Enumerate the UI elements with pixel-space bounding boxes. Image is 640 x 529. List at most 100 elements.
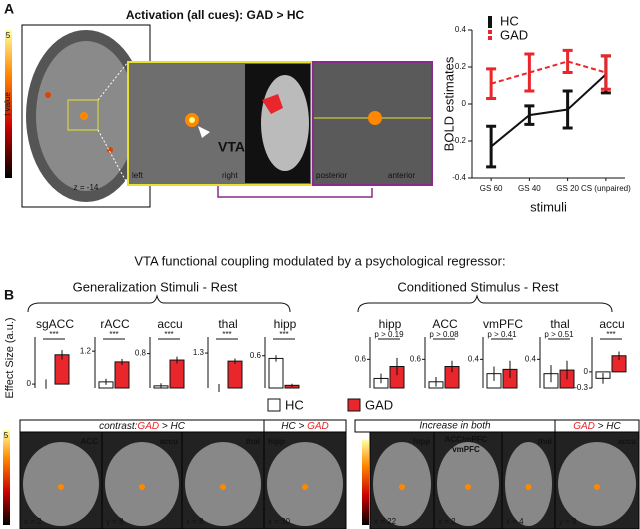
group-header: Generalization Stimuli - Rest: [73, 279, 238, 294]
legend-label: HC: [500, 13, 519, 28]
arrow: [198, 126, 210, 138]
zoom-box: [67, 99, 99, 131]
y-tick-label: 0.2: [455, 62, 467, 71]
activation: [368, 111, 382, 125]
region-label: ACC: [81, 437, 99, 446]
significance: ***: [49, 330, 58, 339]
right-label: right: [222, 171, 238, 180]
activation: [465, 484, 471, 490]
y-axis-label: BOLD estimates: [441, 56, 456, 151]
vta-label: VTA: [218, 139, 245, 155]
slice-label: x = 2: [24, 517, 42, 526]
left-label: left: [132, 171, 143, 180]
chart-title: accu: [157, 317, 182, 331]
activation: [220, 484, 226, 490]
y-axis-label: Effect Size (a.u.): [4, 317, 16, 398]
colorbar-min: 0: [6, 167, 11, 176]
significance: p > 0.08: [429, 330, 459, 339]
activation: [302, 484, 308, 490]
posterior-label: posterior: [316, 171, 347, 180]
significance: ***: [279, 330, 288, 339]
plots: -0.4 -0.2 0 0.2 0.4 GS 60 GS 40 GS 20 CS (unpair…: [27, 13, 632, 412]
atlas-section: [261, 75, 309, 171]
error-bar: [486, 67, 497, 100]
legend-label: GAD: [500, 27, 528, 42]
chart-title: vmPFC: [483, 317, 523, 331]
region-label: thal: [538, 437, 552, 446]
panel-title: Activation (all cues): GAD > HC: [126, 8, 305, 22]
y-tick-label: 1.3: [193, 348, 205, 357]
legend-swatch: [267, 398, 281, 412]
colorbar-label: t value: [3, 92, 12, 116]
caption: Increase in both: [419, 421, 491, 432]
brace: [27, 294, 291, 313]
slice-label: x = 22: [374, 517, 397, 526]
colorbar-min: 0: [4, 515, 9, 524]
y-tick-label: 0.6: [355, 354, 367, 363]
colorbar-max: 5: [4, 431, 9, 440]
activation: [139, 484, 145, 490]
chart-title: ACC: [432, 317, 458, 331]
atlas-vta: [262, 94, 283, 114]
colorbar-max: 5: [6, 31, 11, 40]
significance: p > 0.51: [544, 330, 574, 339]
colorbar: [5, 30, 12, 178]
activation: [525, 484, 532, 490]
region-label: hipp: [413, 437, 430, 446]
bar: [114, 361, 130, 389]
chart-title: thal: [218, 317, 237, 331]
activation: [45, 92, 51, 98]
brace: [357, 294, 613, 313]
region-label: ACC/mPFC: [445, 435, 488, 444]
error-bar: [486, 124, 497, 169]
bar: [169, 359, 185, 389]
y-tick-label: 0: [584, 367, 589, 376]
significance: ***: [164, 330, 173, 339]
panel-label: B: [4, 287, 14, 303]
y-tick-label: 0.8: [135, 349, 147, 358]
slice-label: x = 8: [186, 517, 204, 526]
zoom-line: [97, 129, 129, 186]
activation: [189, 117, 195, 123]
region-label: accu: [160, 437, 178, 446]
group-header: Conditioned Stimulus - Rest: [397, 279, 559, 294]
x-tick-label: GS 60: [480, 184, 503, 193]
chart-title: sgACC: [36, 317, 74, 331]
significance: ***: [109, 330, 118, 339]
y-tick-label: 0.6: [250, 351, 262, 360]
region-label: vmPFC: [452, 445, 480, 454]
y-tick-label: 0: [27, 379, 32, 388]
slice-label: x = 2: [438, 517, 456, 526]
zoom-line: [97, 61, 129, 101]
chart-title: thal: [550, 317, 569, 331]
error-bar: [562, 48, 573, 75]
colorbar: [3, 430, 10, 525]
anterior-label: anterior: [388, 171, 415, 180]
y-tick-label: 1.2: [80, 346, 92, 355]
region-label: accu: [618, 437, 636, 446]
series-line: [490, 73, 607, 148]
y-tick-label: 0.6: [410, 354, 422, 363]
slice-label: y = 8: [106, 517, 124, 526]
region-label: thal: [246, 437, 260, 446]
slice-label: y = 9: [559, 517, 577, 526]
connector: [217, 186, 373, 198]
legend-swatch: [347, 398, 361, 412]
activation: [80, 112, 88, 120]
error-bar: [524, 104, 535, 126]
slice-label: x = 4: [506, 517, 524, 526]
y-tick-label: 0.4: [525, 354, 537, 363]
slice-label: x = 30: [268, 517, 291, 526]
region-label: hipp: [268, 437, 285, 446]
significance: ***: [222, 330, 231, 339]
error-bar: [524, 52, 535, 93]
panel-label: A: [4, 1, 14, 17]
bar: [268, 357, 284, 389]
activation: [58, 484, 64, 490]
chart-title: hipp: [274, 317, 297, 331]
bar: [227, 360, 243, 389]
legend-label: HC: [285, 397, 304, 412]
y-tick-label: -0.4: [452, 173, 466, 182]
